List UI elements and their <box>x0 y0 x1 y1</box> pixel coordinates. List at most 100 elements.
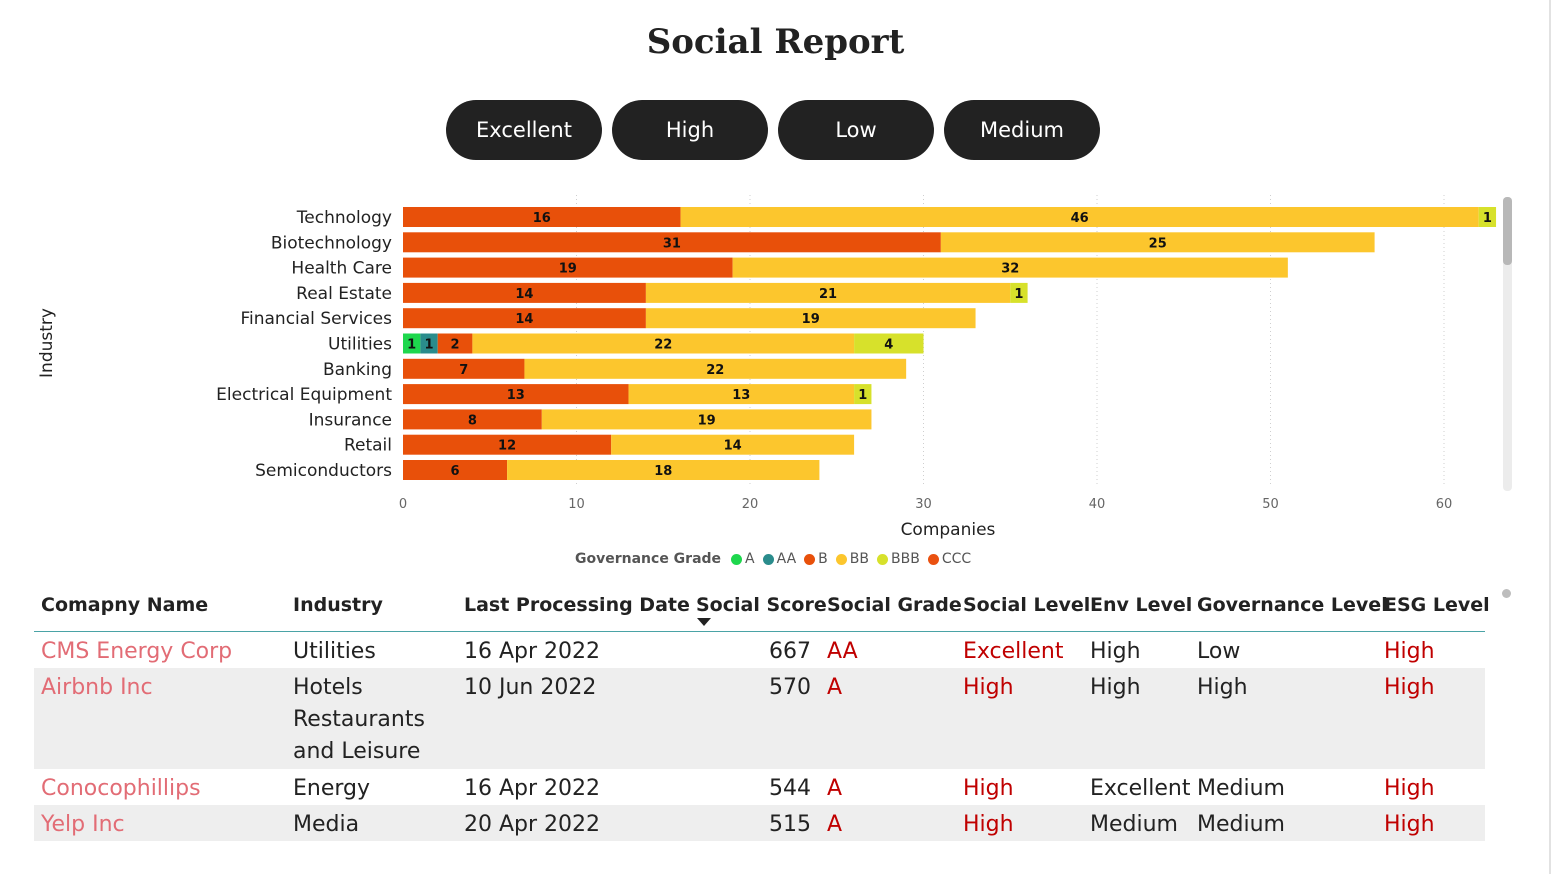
bar-segment-b <box>403 282 646 303</box>
legend-label-b: B <box>818 551 828 567</box>
cell-social-level: High <box>963 776 1014 801</box>
y-category-label: Semiconductors <box>255 461 392 481</box>
y-category-label: Health Care <box>291 259 392 279</box>
cell-governance-level: Low <box>1197 639 1241 664</box>
chart-scrollbar-track[interactable] <box>1503 197 1512 491</box>
col-header-esg-level[interactable]: ESG Level <box>1384 594 1490 616</box>
bar-segment-b <box>403 409 542 430</box>
table-row[interactable]: CMS Energy Corp Utilities 16 Apr 2022 66… <box>34 632 1485 668</box>
sort-descending-icon[interactable] <box>697 618 711 626</box>
legend-item-ccc[interactable]: CCC <box>927 551 972 567</box>
bar-data-label: 21 <box>819 287 837 302</box>
industry-bar-chart: 0 10 20 30 40 50 60 Companies Industry Technology… <box>37 195 1497 540</box>
medium-filter-button[interactable]: Medium <box>944 100 1100 160</box>
bar-segment-b <box>403 308 646 329</box>
low-filter-button[interactable]: Low <box>778 100 934 160</box>
col-header-industry[interactable]: Industry <box>293 594 383 616</box>
legend-item-bb[interactable]: BB <box>835 551 869 567</box>
page-title: Social Report <box>646 22 905 62</box>
x-tick-label: 40 <box>1089 497 1106 512</box>
y-category-label: Retail <box>344 436 392 456</box>
x-tick-label: 30 <box>915 497 932 512</box>
bar-data-label: 14 <box>515 287 533 302</box>
cell-esg-level: High <box>1384 812 1435 837</box>
legend-label-ccc: CCC <box>941 551 972 567</box>
page-right-border <box>1549 0 1551 874</box>
legend-item-bbb[interactable]: BBB <box>877 551 920 567</box>
bar-data-label: 4 <box>884 338 893 353</box>
legend-item-a[interactable]: A <box>731 551 755 567</box>
x-tick-label: 0 <box>399 497 407 512</box>
bar-data-label: 16 <box>533 211 551 226</box>
bar-segment-a <box>403 333 421 354</box>
bar-segment-b <box>403 358 525 379</box>
legend-dot-bb <box>835 553 847 565</box>
bar-segment-bb <box>680 207 1479 227</box>
cell-social-level: High <box>963 675 1014 700</box>
legend-item-aa[interactable]: AA <box>762 551 796 567</box>
cell-social-level: Excellent <box>963 639 1064 664</box>
bar-segment-b <box>403 257 733 278</box>
bar-data-label: 13 <box>507 388 525 403</box>
cell-social-grade: A <box>827 675 843 700</box>
table-more-options-dot[interactable] <box>1502 589 1511 598</box>
col-header-social-score[interactable]: Social Score <box>696 594 827 616</box>
bar-segment-bb <box>524 358 907 379</box>
bar-data-label: 12 <box>498 439 516 454</box>
bar-segment-b <box>403 207 681 227</box>
bar-data-label: 22 <box>706 363 724 378</box>
table-row[interactable]: Yelp Inc Media 20 Apr 2022 515 A High Me… <box>34 805 1485 841</box>
chart-scrollbar-thumb[interactable] <box>1503 197 1512 265</box>
cell-company-name[interactable]: Yelp Inc <box>41 812 125 837</box>
col-header-company-name[interactable]: Comapny Name <box>41 594 209 616</box>
cell-social-score: 570 <box>769 675 811 700</box>
bar-segment-bbb <box>854 333 924 354</box>
cell-company-name[interactable]: Conocophillips <box>41 776 201 801</box>
bar-segment-aa <box>420 333 438 354</box>
x-axis-title: Companies <box>901 520 996 540</box>
legend-item-b[interactable]: B <box>804 551 828 567</box>
col-header-social-level[interactable]: Social Level <box>963 594 1091 616</box>
bar-data-label: 25 <box>1149 236 1167 251</box>
y-category-label: Financial Services <box>240 309 392 329</box>
cell-company-name[interactable]: Airbnb Inc <box>41 675 153 700</box>
bar-data-label: 19 <box>698 413 716 428</box>
y-category-label: Utilities <box>328 335 392 355</box>
col-header-social-grade[interactable]: Social Grade <box>827 594 962 616</box>
y-category-label: Real Estate <box>296 284 392 304</box>
bar-data-label: 32 <box>1001 262 1019 277</box>
bar-data-label: 13 <box>732 388 750 403</box>
bar-data-label: 19 <box>559 262 577 277</box>
high-filter-button[interactable]: High <box>612 100 768 160</box>
bar-data-label: 22 <box>654 338 672 353</box>
bar-segment-bb <box>472 333 855 354</box>
bar-segment-bb <box>645 308 976 329</box>
bar-data-label: 2 <box>451 338 460 353</box>
table-row[interactable]: Airbnb Inc Hotels Restaurants and Leisur… <box>34 668 1485 769</box>
cell-governance-level: Medium <box>1197 812 1285 837</box>
cell-date: 16 Apr 2022 <box>464 639 601 664</box>
col-header-last-processing-date[interactable]: Last Processing Date <box>464 594 690 616</box>
bar-data-label: 1 <box>425 338 434 353</box>
cell-company-name[interactable]: CMS Energy Corp <box>41 639 233 664</box>
bar-segment-bbb <box>854 384 872 405</box>
excellent-filter-button[interactable]: Excellent <box>446 100 602 160</box>
y-category-label: Banking <box>323 360 392 380</box>
y-category-label: Biotechnology <box>271 233 392 253</box>
bar-segment-bb <box>628 384 855 405</box>
bar-data-label: 1 <box>1483 211 1492 226</box>
cell-governance-level: Medium <box>1197 776 1285 801</box>
bar-segment-b <box>403 434 612 455</box>
col-header-env-level[interactable]: Env Level <box>1090 594 1193 616</box>
y-axis-title: Industry <box>37 308 57 378</box>
bar-segment-bbb <box>1010 282 1028 303</box>
legend-label-bbb: BBB <box>891 551 920 567</box>
bar-segment-bb <box>940 232 1375 253</box>
y-category-label: Insurance <box>309 410 392 430</box>
cell-social-score: 667 <box>769 639 811 664</box>
col-header-governance-level[interactable]: Governance Level <box>1197 594 1388 616</box>
table-row[interactable]: Conocophillips Energy 16 Apr 2022 544 A … <box>34 769 1485 805</box>
cell-social-grade: A <box>827 776 843 801</box>
cell-social-grade: A <box>827 812 843 837</box>
cell-social-score: 515 <box>769 812 811 837</box>
